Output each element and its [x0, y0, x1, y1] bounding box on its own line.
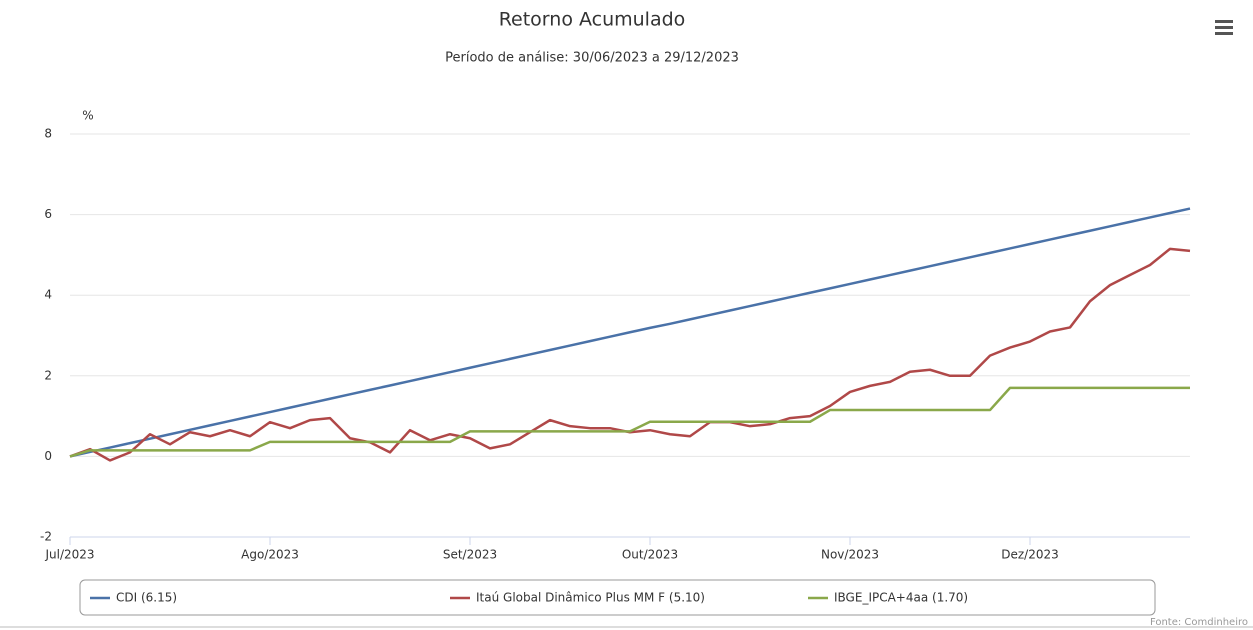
series-line [69, 247, 1191, 462]
x-tick-label: Out/2023 [622, 548, 678, 562]
x-tick-label: Dez/2023 [1001, 548, 1059, 562]
source-note: Fonte: Comdinheiro [1150, 617, 1248, 628]
chart-title: Retorno Acumulado [499, 9, 686, 31]
x-tick-label: Set/2023 [443, 548, 497, 562]
legend-label: IBGE_IPCA+4aa (1.70) [834, 591, 968, 605]
menu-icon[interactable] [1215, 20, 1233, 35]
x-tick-label: Ago/2023 [241, 548, 299, 562]
legend-label: CDI (6.15) [116, 591, 177, 605]
legend-label: Itaú Global Dinâmico Plus MM F (5.10) [476, 591, 705, 605]
x-tick-label: Nov/2023 [821, 548, 879, 562]
y-tick-label: 8 [44, 127, 52, 141]
y-tick-label: 0 [44, 449, 52, 463]
chart-subtitle: Período de análise: 30/06/2023 a 29/12/2… [445, 51, 739, 66]
y-tick-label: 4 [44, 288, 52, 302]
y-tick-label: 6 [44, 207, 52, 221]
series-line [69, 386, 1190, 458]
x-tick-label: Jul/2023 [44, 548, 94, 562]
y-axis-label: % [82, 109, 93, 123]
y-tick-label: -2 [40, 530, 52, 544]
y-tick-label: 2 [44, 368, 52, 382]
series-line [69, 207, 1191, 458]
legend-box [79, 579, 1156, 616]
